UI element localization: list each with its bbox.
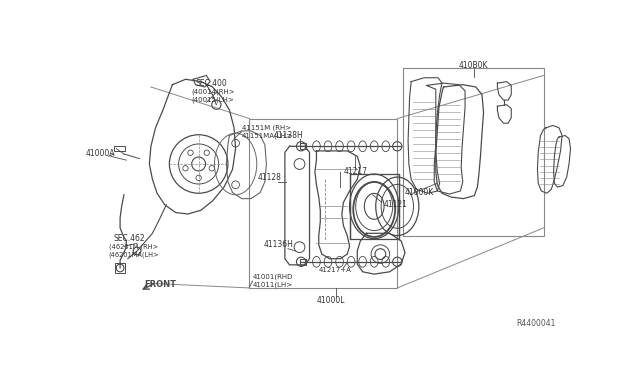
Text: 41128: 41128 (257, 173, 281, 182)
Text: (46201M (RH>: (46201M (RH> (109, 244, 158, 250)
Bar (349, 174, 399, 239)
Circle shape (192, 157, 205, 171)
Text: SEC.462: SEC.462 (114, 234, 145, 243)
Text: (46201MA(LH>: (46201MA(LH> (109, 251, 159, 258)
Text: 41000A: 41000A (86, 150, 115, 158)
Text: 41151M (RH>: 41151M (RH> (242, 125, 291, 131)
Text: (40015(LH>: (40015(LH> (192, 97, 234, 103)
Bar (115, 263, 125, 273)
Text: 41121: 41121 (383, 200, 407, 209)
Text: 41136H: 41136H (264, 240, 294, 249)
Text: 41000K: 41000K (405, 188, 435, 197)
Text: 41217+A: 41217+A (319, 267, 351, 273)
Text: R4400041: R4400041 (516, 319, 556, 328)
Text: 410B0K: 410B0K (459, 61, 488, 70)
Text: 41000L: 41000L (316, 296, 345, 305)
Bar (250, 119, 397, 288)
Text: 41217: 41217 (344, 167, 367, 176)
Text: 41151MA(LH>: 41151MA(LH> (242, 132, 292, 139)
Text: (40014(RH>: (40014(RH> (192, 89, 236, 95)
Text: SEC.400: SEC.400 (196, 78, 227, 88)
Text: 41011(LH>: 41011(LH> (253, 282, 292, 288)
Bar (300, 259, 307, 265)
Text: FRONT: FRONT (145, 280, 177, 289)
Bar (300, 143, 307, 150)
Text: 41138H: 41138H (274, 131, 304, 140)
Text: 41001(RHD: 41001(RHD (253, 274, 293, 280)
Bar (403, 68, 543, 235)
Bar (114, 146, 125, 151)
